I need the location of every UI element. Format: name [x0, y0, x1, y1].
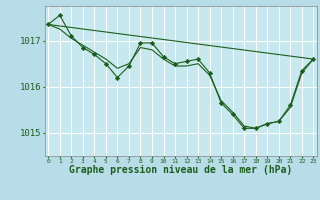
- X-axis label: Graphe pression niveau de la mer (hPa): Graphe pression niveau de la mer (hPa): [69, 165, 292, 175]
